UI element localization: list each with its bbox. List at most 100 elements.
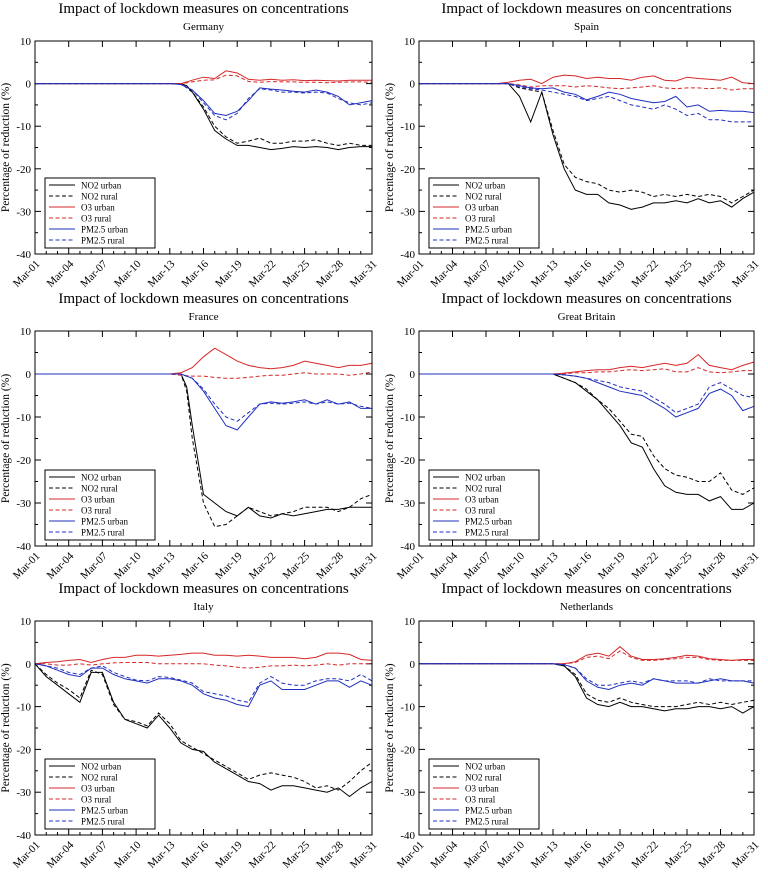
y-tick-label: 10 [404,36,416,48]
legend-label-o3-urban: O3 urban [81,784,115,794]
series-line-o3-rural [419,83,754,91]
y-tick-label: -40 [16,249,31,261]
legend-label-no2-urban: NO2 urban [81,181,122,191]
y-tick-label: 10 [404,326,416,338]
series-line-no2-rural [35,373,373,528]
legend-box [44,177,156,249]
x-tick-label: Mar-10 [112,258,144,290]
plot-frame [34,40,373,255]
x-tick-label: Mar-07 [462,258,494,290]
series-line-no2-rural [419,663,755,708]
x-tick-label: Mar-10 [112,550,144,582]
y-tick-label: -40 [16,830,31,842]
y-tick-label: -40 [400,830,415,842]
series-line-o3-urban [35,70,372,85]
x-tick-label: Mar-04 [428,839,460,871]
legend-label-no2-urban: NO2 urban [465,181,506,191]
y-axis-label: Percentage of reduction (%) [0,83,12,212]
x-tick-label: Mar-16 [562,550,594,582]
series-line-pm2-5-urban [35,83,373,117]
series-line-o3-rural [419,367,754,375]
x-tick-label: Mar-25 [281,550,313,582]
legend-label-o3-rural: O3 rural [81,506,112,516]
x-tick-label: Mar-28 [696,839,728,871]
x-tick-label: Mar-28 [696,550,728,582]
y-tick-label: -20 [16,164,31,176]
legend-label-pm2-5-rural: PM2.5 rural [81,528,125,538]
x-tick-label: Mar-16 [179,258,211,290]
plot-frame [418,330,755,547]
series-line-no2-urban [35,83,372,151]
x-tick-label: Mar-10 [495,550,527,582]
x-tick-label: Mar-16 [562,258,594,290]
legend-label-o3-rural: O3 rural [465,214,496,224]
legend-label-no2-urban: NO2 urban [81,762,122,772]
x-tick-label: Mar-19 [596,550,628,582]
x-tick-label: Mar-01 [11,839,43,871]
y-axis-label: Percentage of reduction (%) [384,374,396,503]
series-line-o3-rural [35,74,373,85]
chart-title: Impact of lockdown measures on concentra… [58,1,348,17]
plot-frame [418,620,755,836]
x-tick-label: Mar-31 [730,550,762,582]
y-tick-label: 0 [410,79,416,91]
legend-box [44,758,156,830]
y-tick-label: -40 [400,541,415,553]
y-tick-label: 10 [404,616,416,628]
y-tick-label: -10 [16,702,31,714]
x-tick-label: Mar-10 [112,839,144,871]
y-tick-label: -30 [400,787,415,799]
legend-label-pm2-5-rural: PM2.5 rural [465,817,509,827]
legend-label-o3-urban: O3 urban [465,203,499,213]
x-tick-label: Mar-22 [629,258,661,290]
y-axis-label: Percentage of reduction (%) [384,83,396,212]
legend-label-no2-urban: NO2 urban [81,473,122,483]
x-tick-label: Mar-04 [428,550,460,582]
chart-subtitle: Netherlands [560,601,613,613]
x-tick-label: Mar-13 [529,258,561,290]
legend-label-pm2-5-rural: PM2.5 rural [81,817,125,827]
x-tick-label: Mar-13 [146,550,178,582]
chart-panel-spain: Impact of lockdown measures on concentra… [384,1,762,290]
series-line-pm2-5-urban [419,663,755,691]
legend-label-pm2-5-urban: PM2.5 urban [81,517,128,527]
x-tick-label: Mar-19 [213,258,245,290]
legend-label-o3-rural: O3 rural [81,214,112,224]
legend-label-pm2-5-rural: PM2.5 rural [81,236,125,246]
legend-label-pm2-5-rural: PM2.5 rural [465,528,509,538]
legend-box [428,758,540,830]
x-tick-label: Mar-07 [462,839,494,871]
legend-label-no2-urban: NO2 urban [465,473,506,483]
x-tick-label: Mar-25 [663,258,695,290]
series-line-no2-urban [419,83,755,210]
chart-subtitle: Germany [183,21,224,33]
y-tick-label: -20 [400,164,415,176]
series-line-pm2-5-rural [35,83,373,121]
x-tick-label: Mar-28 [314,839,346,871]
x-tick-label: Mar-31 [348,550,380,582]
x-tick-label: Mar-07 [462,550,494,582]
y-tick-label: -10 [16,412,31,424]
x-tick-label: Mar-19 [213,839,245,871]
y-tick-label: 0 [410,659,416,671]
y-tick-label: -20 [16,455,31,467]
y-axis-label: Percentage of reduction (%) [0,374,12,503]
y-tick-label: 0 [410,369,416,381]
x-tick-label: Mar-16 [179,839,211,871]
legend-label-no2-rural: NO2 rural [465,773,502,783]
y-tick-label: -20 [16,744,31,756]
chart-title: Impact of lockdown measures on concentra… [58,581,348,597]
x-tick-label: Mar-01 [11,550,43,582]
legend-label-no2-rural: NO2 rural [81,773,118,783]
series-line-pm2-5-rural [419,663,754,686]
legend-box [428,469,540,541]
x-tick-label: Mar-16 [562,839,594,871]
x-tick-label: Mar-28 [696,258,728,290]
y-tick-label: -40 [400,249,415,261]
chart-panel-netherlands: Impact of lockdown measures on concentra… [384,581,762,871]
